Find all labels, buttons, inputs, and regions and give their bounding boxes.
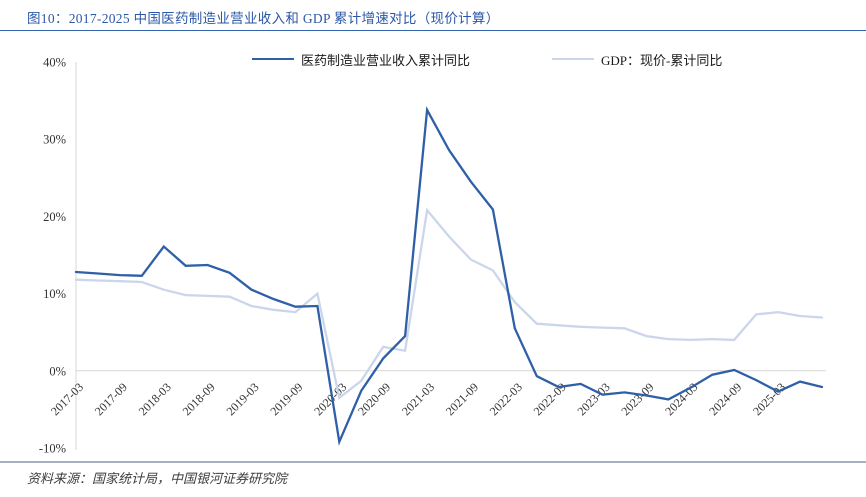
figure-title: 图10：2017-2025 中国医药制造业营业收入和 GDP 累计增速对比（现价… xyxy=(27,11,500,26)
legend-item-revenue: 医药制造业营业收入累计同比 xyxy=(252,50,470,68)
x-tick-label: 2021-03 xyxy=(399,380,437,418)
source-note: 资料来源：国家统计局，中国银河证券研究院 xyxy=(27,471,288,486)
y-tick-label: -10% xyxy=(39,442,66,456)
y-tick-label: 10% xyxy=(43,287,66,301)
gdp-line xyxy=(74,207,824,400)
y-tick-label: 40% xyxy=(43,56,66,70)
x-tick-label: 2017-09 xyxy=(92,380,130,418)
revenue-line-swatch xyxy=(252,57,294,61)
x-tick-label: 2023-03 xyxy=(575,380,613,418)
footer-rule xyxy=(0,461,866,463)
y-tick-label: 0% xyxy=(49,364,66,378)
x-tick-label: 2020-09 xyxy=(355,380,393,418)
x-tick-label: 2021-09 xyxy=(443,380,481,418)
chart-legend: 医药制造业营业收入累计同比 GDP：现价-累计同比 xyxy=(0,50,866,68)
x-tick-label: 2019-03 xyxy=(223,380,261,418)
legend-label-revenue: 医药制造业营业收入累计同比 xyxy=(301,52,471,68)
legend-label-gdp: GDP：现价-累计同比 xyxy=(601,52,723,68)
y-tick-label: 30% xyxy=(43,133,66,147)
x-tick-label: 2024-09 xyxy=(706,380,744,418)
x-tick-label: 2018-09 xyxy=(180,380,218,418)
x-tick-label: 2023-09 xyxy=(618,380,656,418)
revenue-line xyxy=(74,106,824,446)
x-tick-label: 2018-03 xyxy=(136,380,174,418)
legend-item-gdp: GDP：现价-累计同比 xyxy=(552,50,722,68)
gdp-line-swatch xyxy=(552,57,594,61)
title-rule xyxy=(0,30,866,31)
y-tick-label: 20% xyxy=(43,210,66,224)
x-tick-label: 2022-03 xyxy=(487,380,525,418)
x-tick-label: 2017-03 xyxy=(48,380,86,418)
x-tick-label: 2019-09 xyxy=(267,380,305,418)
